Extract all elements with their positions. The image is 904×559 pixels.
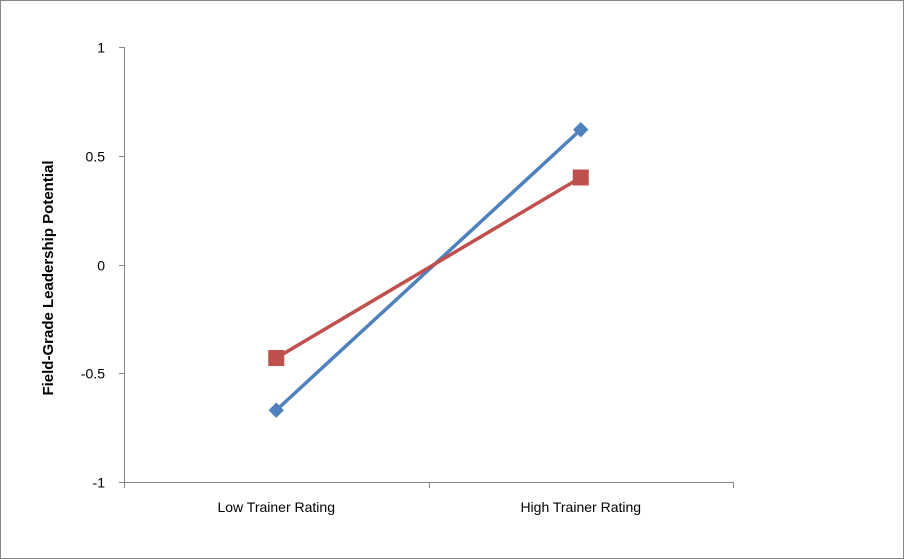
series-layer <box>268 121 589 418</box>
series-line <box>275 175 582 360</box>
y-axis-ticks: 1 0.5 0 -0.5 -1 <box>81 40 124 491</box>
data-point-square <box>268 350 285 367</box>
series-1 <box>268 121 589 418</box>
x-tick-label: High Trainer Rating <box>520 499 641 515</box>
y-tick-label: 0.5 <box>86 149 106 165</box>
series-line <box>275 128 582 412</box>
y-tick-label: -0.5 <box>81 366 105 382</box>
data-point-square <box>572 169 589 186</box>
y-axis-title: Field-Grade Leadership Potential <box>40 160 57 395</box>
x-tick-label: Low Trainer Rating <box>217 499 335 515</box>
y-tick-label: -1 <box>93 475 106 491</box>
y-tick-label: 1 <box>97 40 105 56</box>
data-point-diamond <box>573 121 589 138</box>
x-axis-ticks: Low Trainer Rating High Trainer Rating <box>124 482 734 515</box>
series-2 <box>268 169 589 367</box>
y-tick-label: 0 <box>97 258 105 274</box>
data-point-diamond <box>268 402 284 418</box>
